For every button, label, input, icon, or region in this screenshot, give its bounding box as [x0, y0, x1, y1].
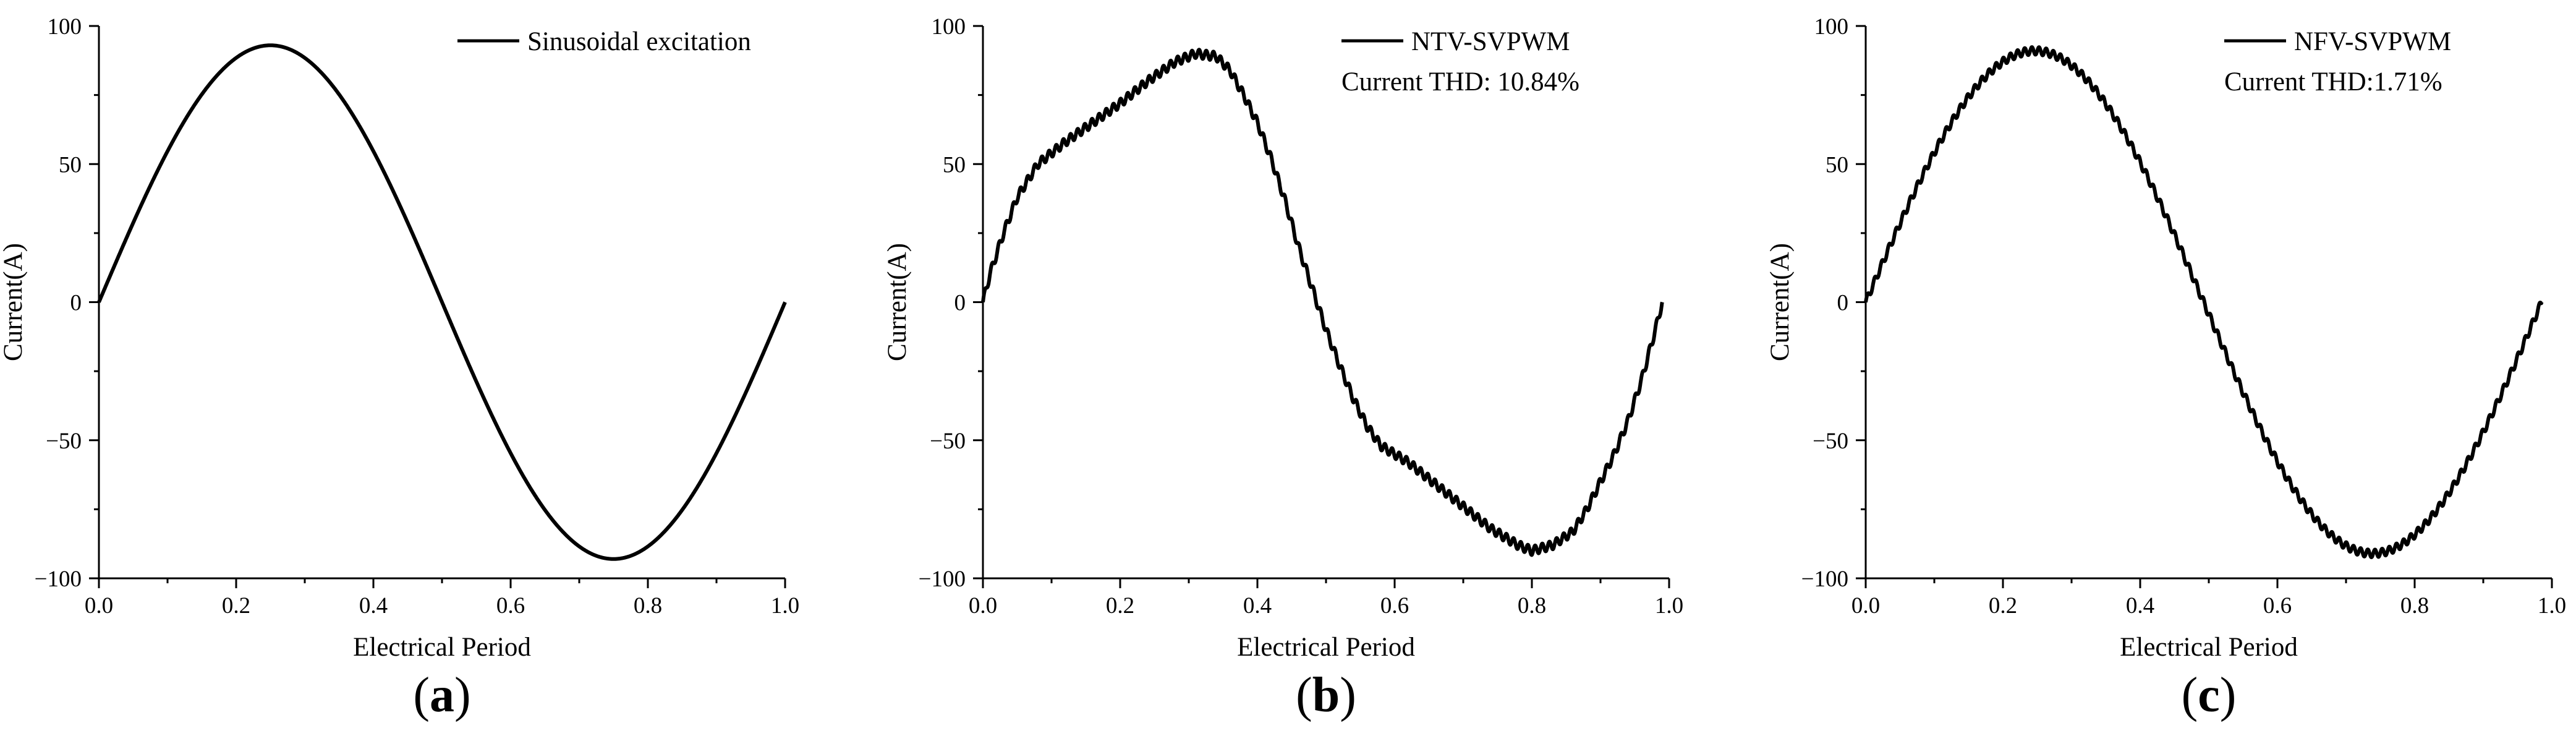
- thd-annotation: Current THD: 10.84%: [1341, 67, 1579, 96]
- y-tick-label: −50: [46, 429, 82, 454]
- x-tick-label: 0.2: [1106, 593, 1134, 619]
- y-tick-label: 50: [943, 152, 966, 178]
- y-tick-label: −50: [1813, 429, 1848, 454]
- y-tick-label: −100: [1801, 567, 1848, 592]
- legend-label: NTV-SVPWM: [1411, 27, 1570, 56]
- legend-label: Sinusoidal excitation: [527, 27, 751, 56]
- y-tick-label: 100: [48, 14, 82, 40]
- y-tick-label: 100: [1814, 14, 1849, 40]
- panel-letter: c: [2198, 668, 2220, 722]
- x-tick-label: 1.0: [2538, 593, 2566, 619]
- x-tick-label: 0.0: [85, 593, 113, 619]
- x-tick-label: 0.2: [1989, 593, 2017, 619]
- series-line-b: [981, 48, 1664, 557]
- x-tick-label: 0.4: [2126, 593, 2154, 619]
- x-tick-label: 0.8: [634, 593, 662, 619]
- chart-panel-c: 0.0 0.2 0.4 0.6 0.8 1.0 100 50 0 −50 −100 Electrica…: [1766, 14, 2566, 722]
- series-line-c: [1864, 45, 2544, 559]
- x-tick-label: 0.0: [969, 593, 997, 619]
- y-tick-label: −100: [35, 567, 82, 592]
- y-tick-label: 0: [70, 291, 82, 316]
- y-tick-label: −50: [930, 429, 966, 454]
- x-axis-label: Electrical Period: [2120, 633, 2298, 662]
- y-tick-label: 50: [59, 152, 82, 178]
- legend-label: NFV-SVPWM: [2294, 27, 2451, 56]
- y-tick-label: 0: [1837, 291, 1849, 316]
- y-tick-label: 100: [932, 14, 966, 40]
- panel-letter: a: [430, 668, 454, 722]
- x-axis-label: Electrical Period: [1237, 633, 1415, 662]
- x-axis-label: Electrical Period: [353, 633, 531, 662]
- x-tick-label: 1.0: [1655, 593, 1683, 619]
- x-tick-label: 0.4: [359, 593, 388, 619]
- panel-label: (a): [413, 668, 470, 722]
- y-axis-label: Current(A): [1766, 243, 1795, 361]
- x-tick-label: 0.2: [222, 593, 250, 619]
- x-tick-label: 0.8: [1518, 593, 1546, 619]
- chart-panel-b: 0.0 0.2 0.4 0.6 0.8 1.0 100 50 0 −50 −100 Electrica…: [883, 14, 1683, 722]
- x-tick-label: 0.6: [1380, 593, 1409, 619]
- y-axis-label: Current(A): [883, 243, 912, 361]
- panel-label: (c): [2182, 668, 2237, 722]
- x-tick-label: 0.4: [1243, 593, 1272, 619]
- series-line-a: [97, 43, 787, 561]
- y-tick-label: 0: [954, 291, 966, 316]
- panel-letter: b: [1312, 668, 1340, 722]
- thd-annotation: Current THD:1.71%: [2224, 67, 2442, 96]
- x-tick-label: 1.0: [771, 593, 799, 619]
- y-tick-label: 50: [1826, 152, 1848, 178]
- y-axis-label: Current(A): [0, 243, 28, 361]
- chart-panel-a: 0.0 0.2 0.4 0.6 0.8 1.0 100 50 0 −50 −100 Electrica…: [0, 14, 799, 722]
- x-tick-label: 0.8: [2400, 593, 2429, 619]
- x-tick-label: 0.6: [2263, 593, 2292, 619]
- x-tick-label: 0.6: [496, 593, 525, 619]
- y-tick-label: −100: [919, 567, 966, 592]
- x-tick-label: 0.0: [1851, 593, 1880, 619]
- panel-label: (b): [1296, 668, 1356, 722]
